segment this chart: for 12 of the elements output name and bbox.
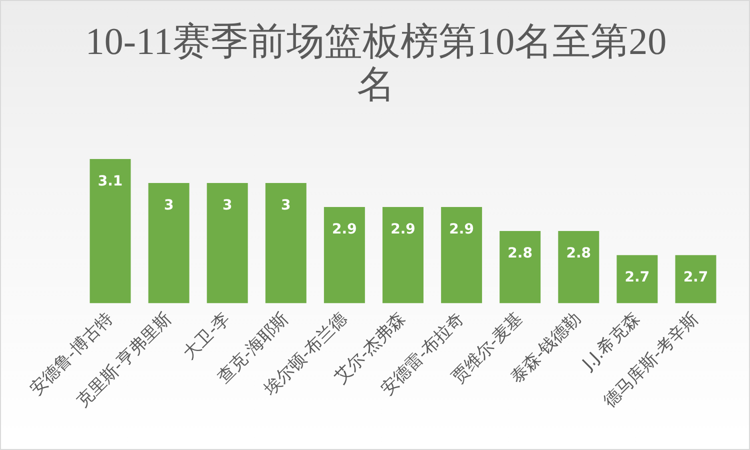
data-label: 3 [222,198,232,214]
data-label: 3 [281,198,291,214]
data-label: 2.7 [683,270,708,286]
data-label: 2.7 [624,270,650,286]
data-label: 2.9 [390,222,416,238]
data-label: 2.8 [566,246,592,262]
data-label: 2.9 [449,222,474,238]
data-label: 2.9 [332,222,357,238]
data-label: 3.1 [98,174,123,190]
data-label: 3 [164,198,174,214]
chart-title: 10-11赛季前场篮板榜第10名至第20名 [84,21,668,107]
data-label: 2.8 [508,246,532,262]
